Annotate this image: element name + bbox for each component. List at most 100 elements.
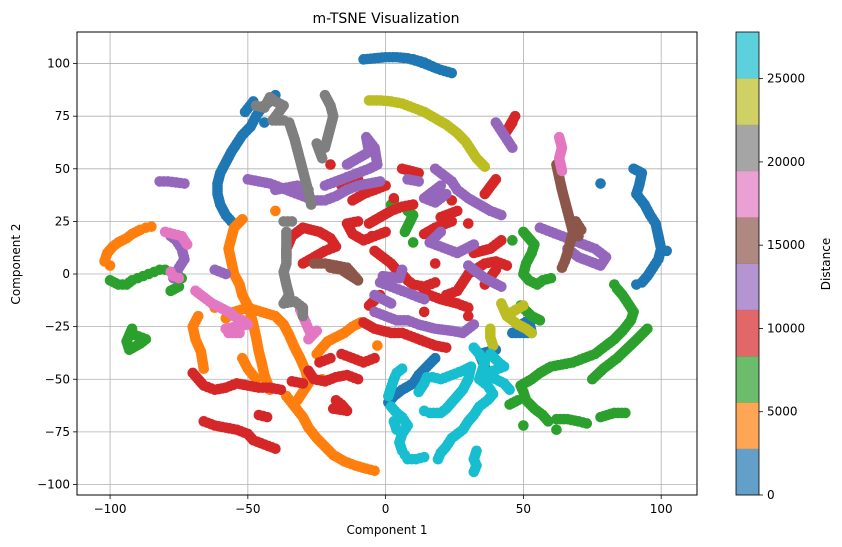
point-cluster (121, 281, 185, 356)
colorbar-block (736, 217, 759, 264)
scatter-point (429, 277, 441, 288)
scatter-point (440, 188, 452, 200)
scatter-point (286, 376, 298, 387)
scatter-point (234, 327, 245, 339)
scatter-point (440, 342, 452, 353)
scatter-point (104, 260, 116, 271)
point-cluster (358, 51, 458, 79)
point-cluster (504, 323, 653, 436)
y-tick-label: 25 (55, 214, 70, 228)
scatter-point (631, 279, 642, 290)
scatter-point (181, 239, 193, 250)
scatter-point (399, 226, 411, 238)
scatter-point (545, 272, 557, 284)
scatter-point (352, 373, 364, 385)
point-cluster (432, 342, 499, 478)
scatter-point (418, 451, 430, 463)
scatter-point (468, 466, 480, 478)
scatter-point (261, 411, 273, 423)
scatter-point (129, 329, 141, 341)
scatter-point (507, 327, 518, 339)
y-axis-ticks: −100 −75 −50 −25 0 25 50 75 100 (37, 57, 77, 491)
scatter-point (479, 161, 491, 172)
colorbar-label: Distance (819, 238, 833, 290)
scatter-point (297, 310, 309, 322)
point-cluster (278, 216, 309, 322)
plot-area: −100 −50 0 50 100 −100 −75 −50 −25 0 25 50 75 100 (37, 31, 698, 516)
scatter-point (468, 319, 480, 330)
x-tick-label: 50 (516, 502, 531, 516)
point-cluster (402, 117, 518, 221)
scatter-point (369, 465, 380, 477)
scatter-point (490, 264, 502, 276)
x-tick-label: 0 (382, 502, 390, 516)
scatter-point (490, 174, 502, 185)
scatter-point (551, 424, 562, 436)
scatter-point (239, 106, 251, 118)
scatter-point (462, 218, 474, 229)
point-cluster (154, 174, 386, 206)
scatter-point (507, 235, 518, 246)
scatter-point (173, 281, 185, 292)
scatter-point (286, 216, 298, 227)
scatter-point (661, 245, 672, 257)
scatter-point (462, 302, 474, 313)
scatter-point (327, 403, 339, 415)
scatter-point (507, 142, 518, 154)
x-tick-label: 100 (650, 502, 673, 516)
scatter-point (407, 199, 419, 210)
scatter-point (551, 413, 562, 425)
scatter-point (432, 453, 444, 465)
scatter-point (556, 262, 568, 274)
x-tick-label: −100 (94, 502, 127, 516)
scatter-point (509, 110, 521, 122)
scatter-point (179, 178, 190, 189)
scatter-point (556, 165, 568, 177)
y-tick-label: −50 (45, 372, 70, 386)
scatter-point (418, 293, 430, 305)
scatter-point (275, 384, 287, 396)
scatter-point (198, 363, 210, 375)
scatter-point (504, 384, 515, 396)
chart-title: m-TSNE Visualization (312, 11, 459, 27)
point-cluster (341, 199, 441, 292)
colorbar-tick-label: 15000 (767, 238, 805, 252)
scatter-point (642, 323, 653, 335)
colorbar-block (736, 448, 759, 496)
scatter-point (429, 62, 441, 74)
colorbar-block (736, 32, 759, 79)
scatter-point (446, 67, 458, 79)
scatter-point (407, 237, 419, 248)
point-cluster (413, 361, 477, 419)
scatter-point (325, 352, 336, 364)
scatter-point (620, 407, 631, 419)
point-cluster (187, 302, 262, 385)
y-tick-label: 100 (47, 57, 70, 71)
scatter-point (595, 178, 606, 189)
colorbar-block (736, 356, 759, 403)
scatter-point (462, 310, 474, 322)
y-axis-label: Component 2 (9, 223, 23, 304)
y-tick-label: 0 (62, 267, 70, 281)
point-cluster (314, 317, 452, 368)
scatter-point (429, 258, 441, 269)
scatter-point (369, 352, 380, 364)
colorbar-tick-label: 20000 (767, 155, 805, 169)
scatter-point (496, 281, 507, 292)
scatter-point (609, 279, 620, 290)
colorbar: 0 5000 10000 15000 20000 25000 Distance (735, 31, 833, 502)
scatter-point (413, 176, 424, 187)
scatter-point (325, 262, 336, 274)
point-cluster (311, 89, 339, 164)
scatter-point (507, 306, 518, 318)
colorbar-frame (735, 31, 760, 496)
scatter-point (369, 289, 380, 301)
scatter-point (487, 340, 499, 351)
point-cluster (159, 226, 254, 339)
colorbar-block (736, 263, 759, 311)
scatter-point (388, 192, 400, 204)
scatter-point (418, 228, 430, 240)
colorbar-block (736, 170, 759, 218)
scatter-point (250, 100, 262, 111)
scatter-point (526, 327, 537, 339)
